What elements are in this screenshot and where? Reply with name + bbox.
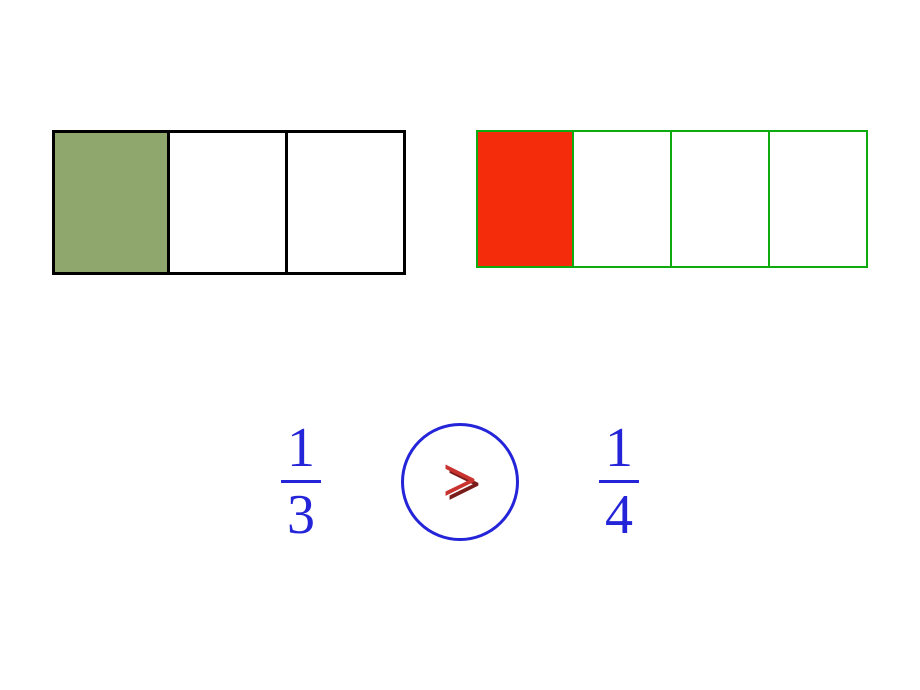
fraction-left: 1 3 xyxy=(281,420,321,543)
comparison-row: 1 3 > > 1 4 xyxy=(0,420,920,543)
fraction-right-vinculum xyxy=(599,480,639,483)
fraction-bar-left-cell xyxy=(170,130,288,275)
fraction-bars-row xyxy=(0,130,920,275)
fraction-bar-right-cell xyxy=(770,130,868,268)
fraction-left-denominator: 3 xyxy=(287,487,315,543)
fraction-right: 1 4 xyxy=(599,420,639,543)
fraction-bar-left-cell xyxy=(288,130,406,275)
fraction-bar-right-cell xyxy=(672,130,770,268)
fraction-bar-left xyxy=(52,130,406,275)
fraction-right-numerator: 1 xyxy=(605,420,633,476)
fraction-bar-right-cell xyxy=(476,130,574,268)
fraction-left-numerator: 1 xyxy=(287,420,315,476)
fraction-right-denominator: 4 xyxy=(605,487,633,543)
comparison-operator-circle: > > xyxy=(401,423,519,541)
fraction-bar-right-cell xyxy=(574,130,672,268)
fraction-left-vinculum xyxy=(281,480,321,483)
fraction-bar-left-cell xyxy=(52,130,170,275)
greater-than-icon: > > xyxy=(442,446,477,517)
fraction-bar-right xyxy=(476,130,868,275)
